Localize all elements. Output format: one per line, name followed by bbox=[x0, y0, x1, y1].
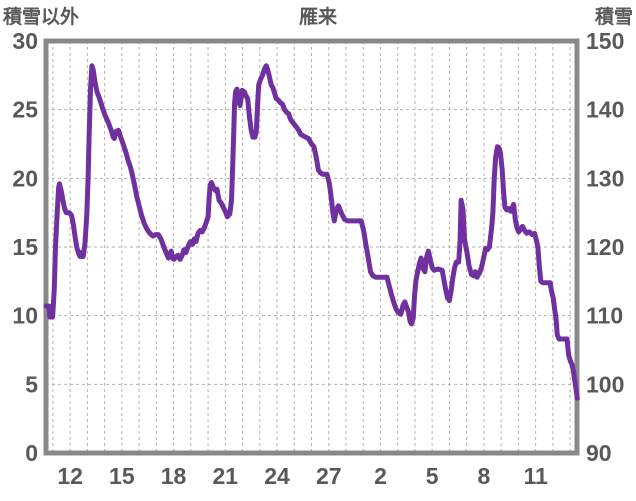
x-axis-tick-label: 24 bbox=[264, 463, 290, 489]
x-axis-tick-label: 2 bbox=[374, 463, 387, 489]
left-axis-title: 積雪以外 bbox=[3, 7, 80, 28]
right-axis-title: 積雪 bbox=[594, 7, 633, 28]
left-axis-tick-label: 15 bbox=[12, 234, 38, 260]
x-axis-tick-label: 18 bbox=[161, 463, 187, 489]
right-axis-tick-label: 150 bbox=[586, 28, 624, 54]
right-axis-tick-label: 90 bbox=[586, 440, 612, 466]
x-axis-tick-label: 12 bbox=[57, 463, 83, 489]
right-axis-tick-label: 130 bbox=[586, 165, 624, 191]
x-axis-tick-label: 5 bbox=[426, 463, 439, 489]
x-axis-tick-label: 21 bbox=[213, 463, 239, 489]
x-axis-tick-label: 27 bbox=[316, 463, 342, 489]
right-axis-tick-label: 100 bbox=[586, 371, 624, 397]
x-axis-tick-label: 11 bbox=[523, 463, 548, 489]
right-axis-tick-label: 140 bbox=[586, 97, 624, 123]
left-axis-tick-label: 0 bbox=[25, 440, 38, 466]
x-axis-tick-label: 15 bbox=[109, 463, 135, 489]
x-axis-tick-label: 8 bbox=[478, 463, 491, 489]
data-line bbox=[43, 63, 580, 401]
right-axis-tick-label: 120 bbox=[586, 234, 624, 260]
left-axis-tick-label: 10 bbox=[12, 303, 38, 329]
chart-title: 雁来 bbox=[298, 7, 337, 28]
left-axis-tick-label: 30 bbox=[12, 28, 38, 54]
left-axis-tick-label: 20 bbox=[12, 165, 38, 191]
left-axis-tick-label: 5 bbox=[25, 371, 38, 397]
plot-frame bbox=[43, 38, 580, 456]
right-axis-tick-label: 110 bbox=[586, 303, 623, 329]
left-axis-tick-label: 25 bbox=[12, 97, 38, 123]
